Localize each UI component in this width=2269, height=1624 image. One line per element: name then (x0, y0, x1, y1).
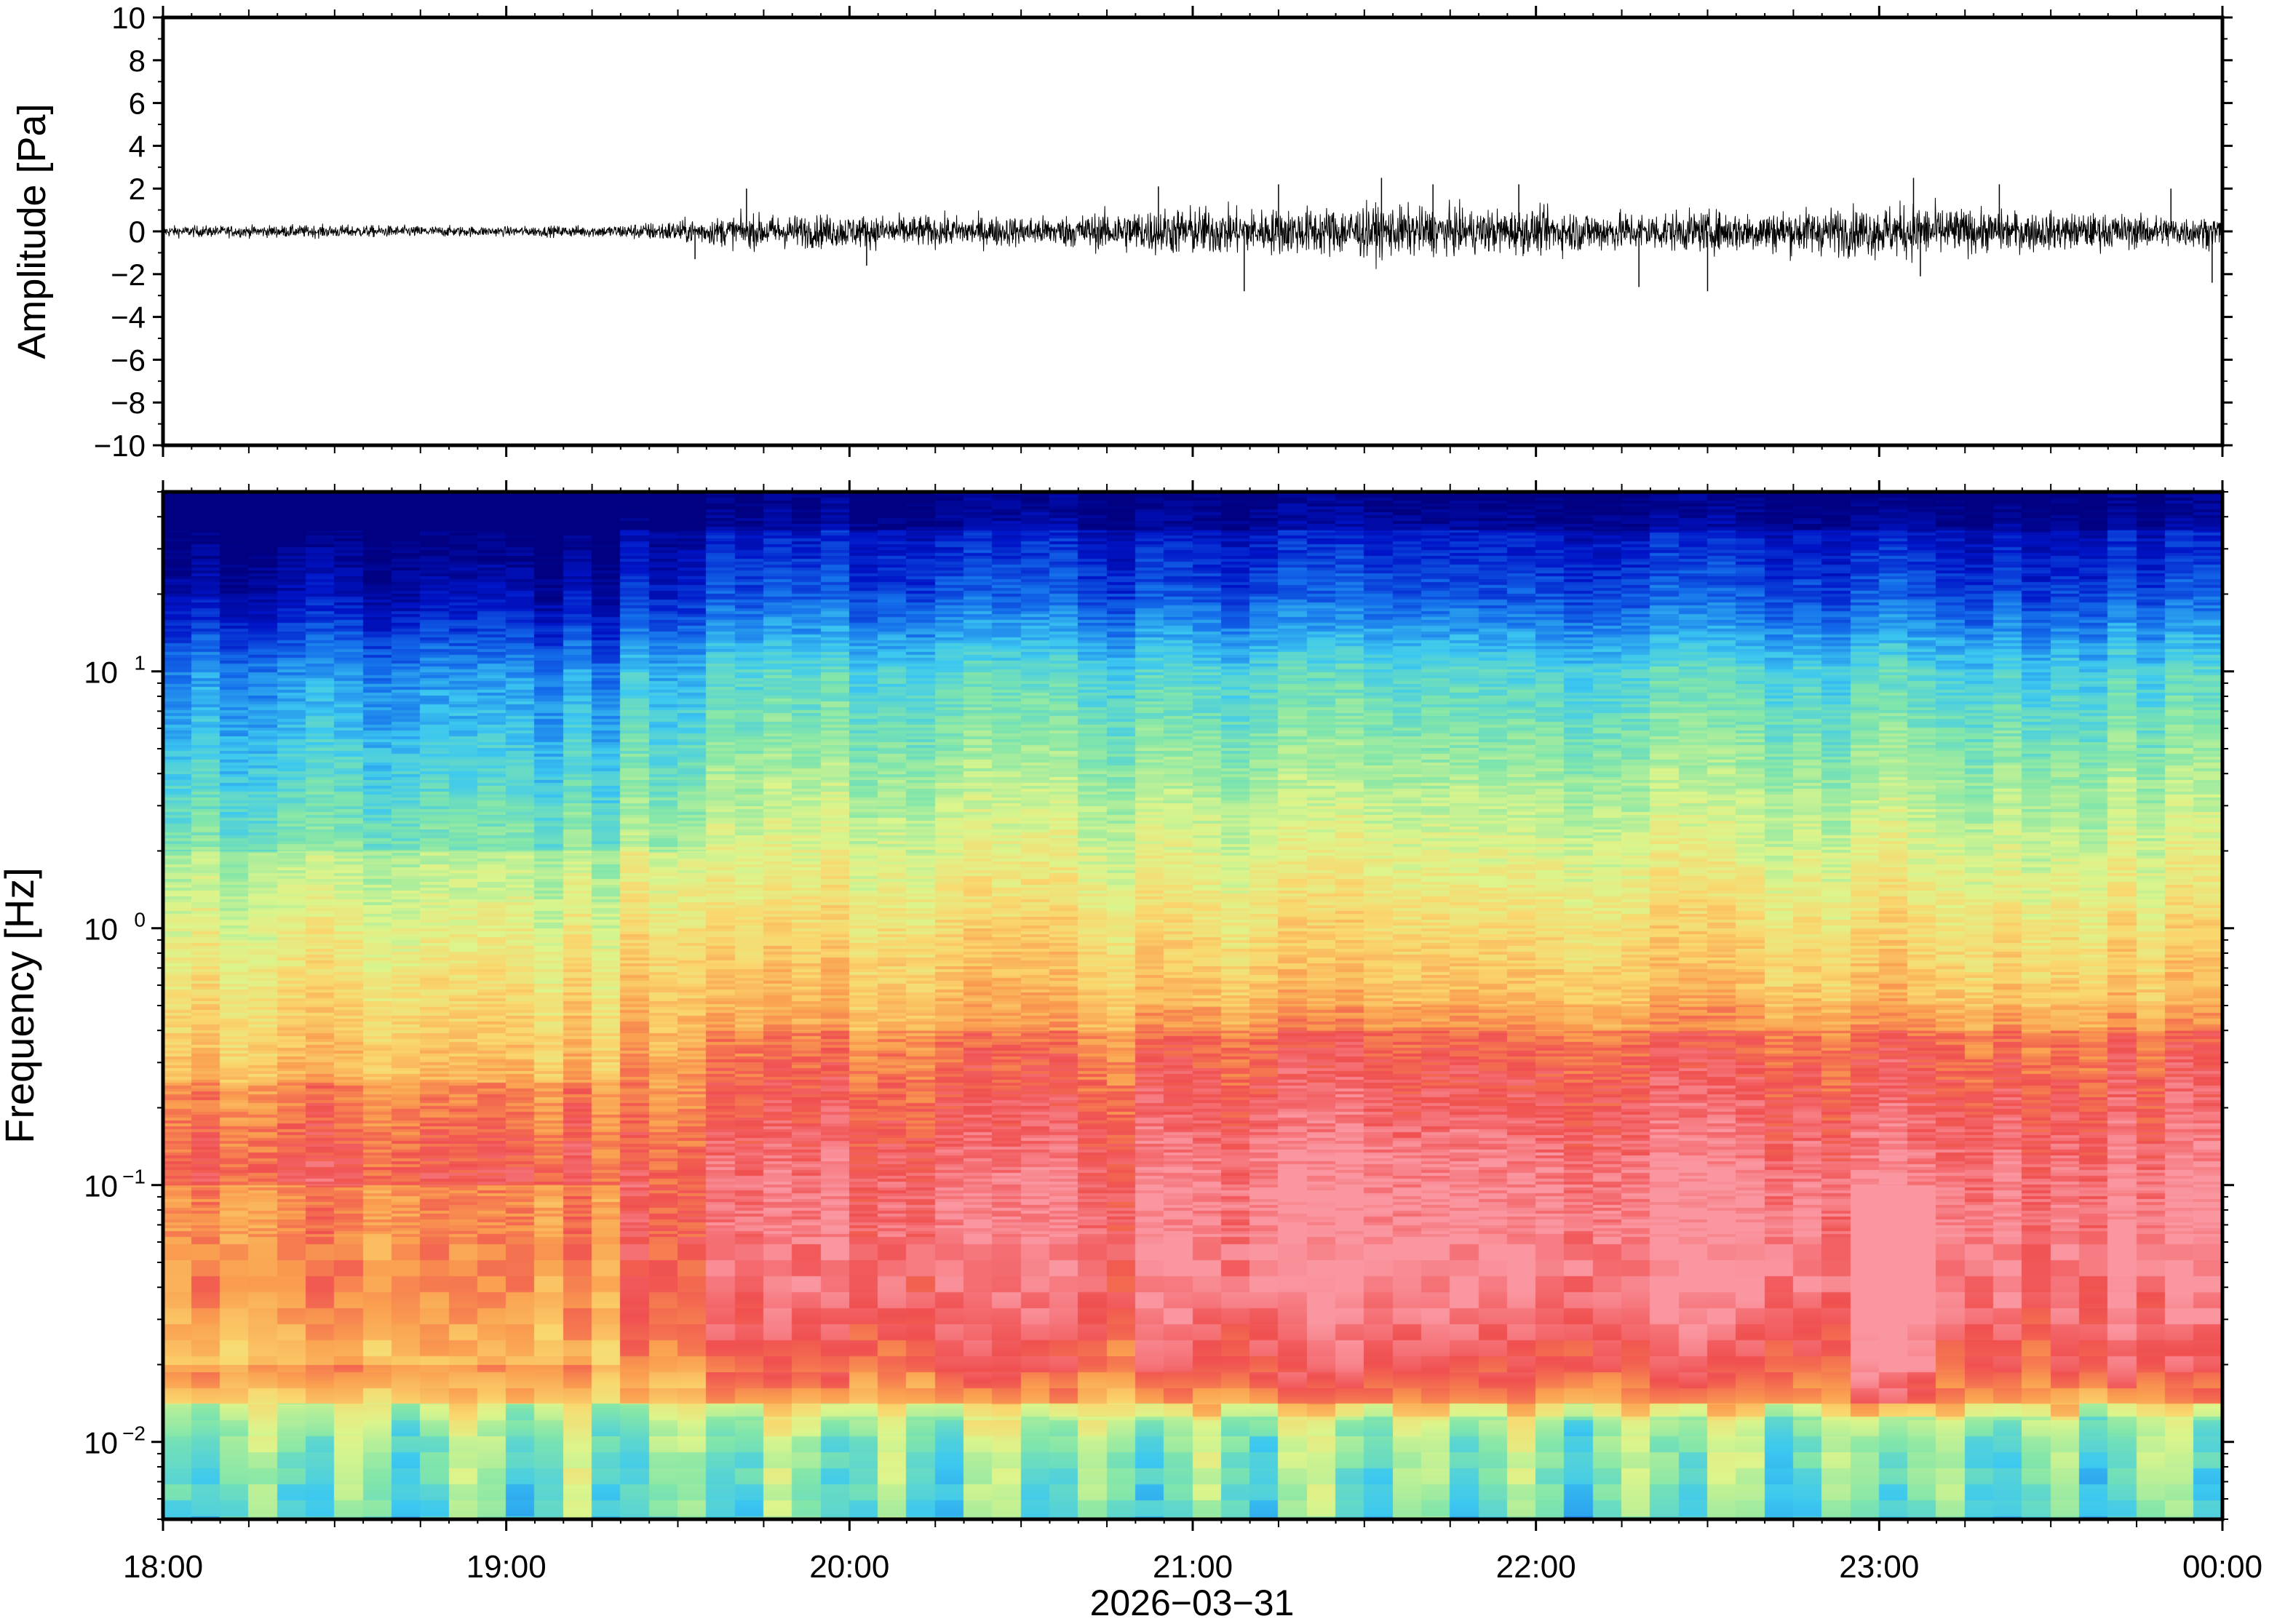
time-tick-label: 00:00 (2182, 1549, 2262, 1585)
waveform-panel: 10 8 6 4 2 0 −2 −4 −6 −8 −10 Amplitude [Pa] (10, 1, 2233, 463)
frequency-tick-label: 10 (84, 1426, 118, 1460)
time-tick-label: 20:00 (809, 1549, 889, 1585)
frequency-tick-exponent: −1 (122, 1166, 146, 1188)
frequency-tick-exponent: 0 (134, 909, 146, 931)
frequency-tick-label: 10 (84, 656, 118, 690)
amplitude-tick-label: 4 (129, 129, 146, 163)
amplitude-tick-label: 8 (129, 44, 146, 78)
amplitude-tick-label: 10 (111, 1, 146, 35)
time-tick-label: 22:00 (1496, 1549, 1576, 1585)
frequency-tick-label: 10 (84, 912, 118, 947)
amplitude-tick-label: −6 (111, 343, 146, 377)
time-tick-label: 23:00 (1839, 1549, 1919, 1585)
time-tick-label: 19:00 (466, 1549, 547, 1585)
amplitude-tick-label: −4 (111, 300, 146, 335)
amplitude-tick-label: 6 (129, 87, 146, 121)
frequency-tick-exponent: 1 (134, 652, 146, 674)
waveform-trace (162, 178, 2223, 292)
waveform-y-ticks: 10 8 6 4 2 0 −2 −4 −6 −8 −10 (94, 1, 2233, 463)
frequency-tick-exponent: −2 (122, 1422, 146, 1445)
amplitude-tick-label: −8 (111, 386, 146, 420)
waveform-x-ticks (162, 6, 2224, 457)
amplitude-tick-label: 0 (129, 215, 146, 249)
spectrogram-heatmap (163, 492, 2222, 1519)
waveform-line (162, 197, 2223, 269)
amplitude-axis-label: Amplitude [Pa] (10, 103, 54, 359)
x-axis-tick-labels: 18:00 19:00 20:00 21:00 22:00 23:00 00:00 (123, 1549, 2262, 1585)
amplitude-tick-label: −2 (111, 258, 146, 292)
date-axis-label: 2026−03−31 (1090, 1583, 1295, 1623)
frequency-axis-label: Frequency [Hz] (0, 867, 42, 1144)
time-tick-label: 18:00 (123, 1549, 203, 1585)
frequency-tick-label: 10 (84, 1169, 118, 1203)
amplitude-tick-label: 2 (129, 172, 146, 206)
time-tick-label: 21:00 (1153, 1549, 1233, 1585)
amplitude-tick-label: −10 (94, 429, 146, 463)
